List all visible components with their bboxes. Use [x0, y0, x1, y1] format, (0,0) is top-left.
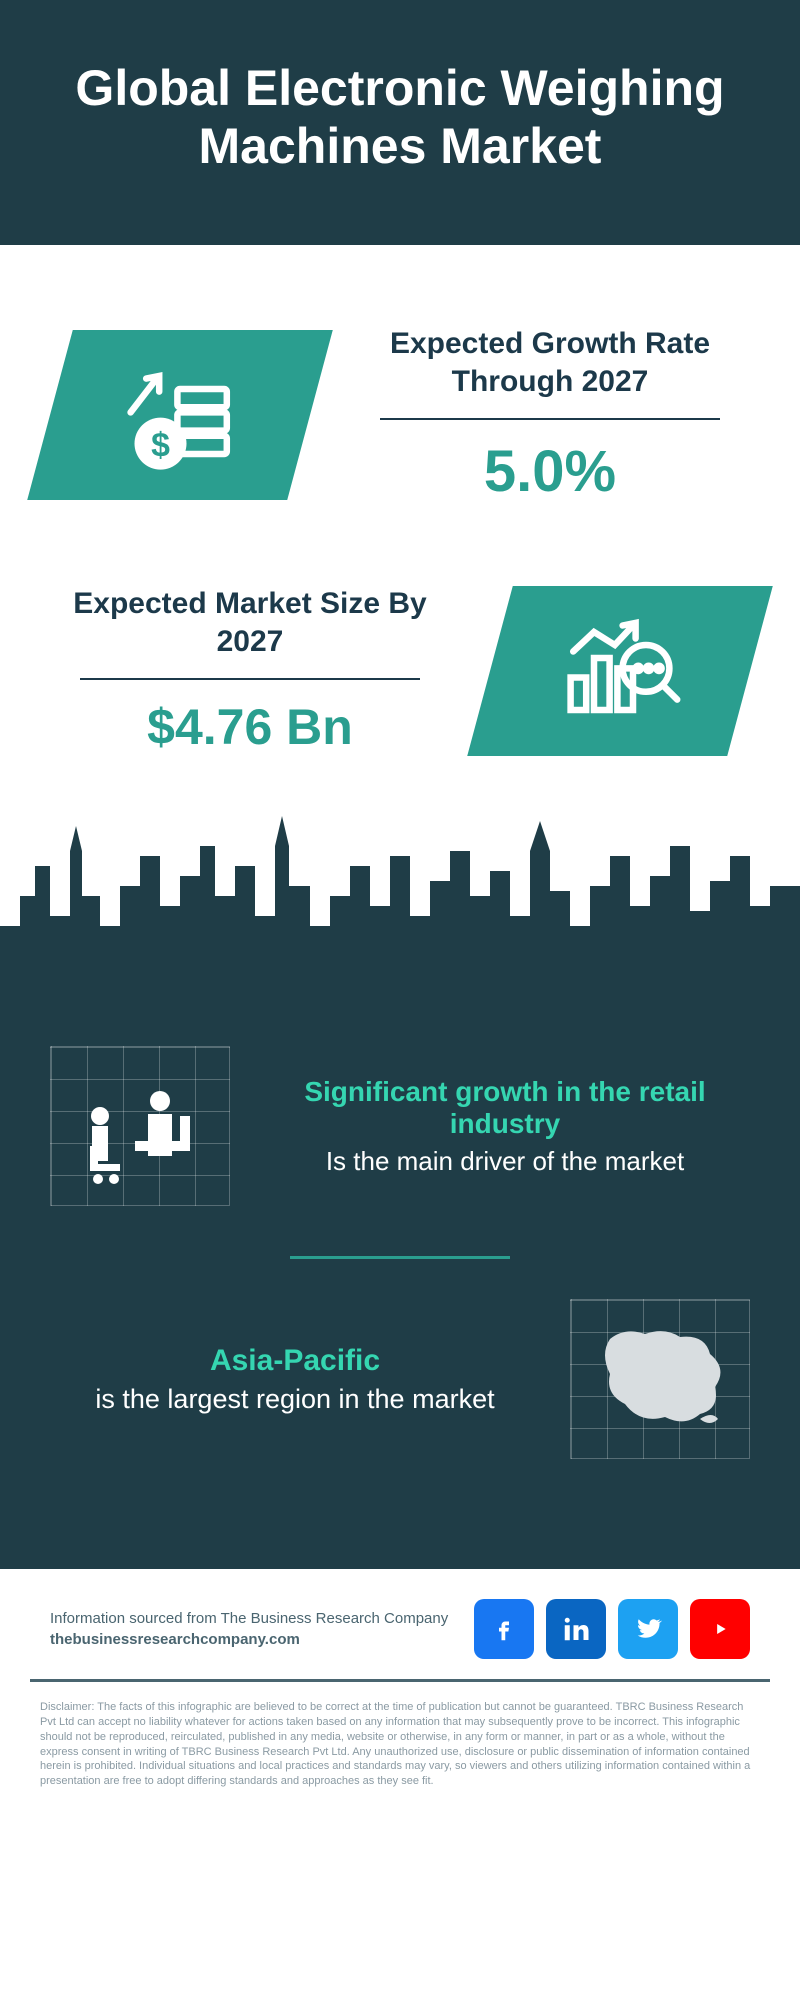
market-label: Expected Market Size By 2027	[50, 585, 450, 660]
divider	[380, 418, 720, 420]
market-text: Expected Market Size By 2027 $4.76 Bn	[50, 585, 450, 756]
header: Global Electronic Weighing Machines Mark…	[0, 0, 800, 245]
growth-icon-panel: $	[27, 330, 333, 500]
spacer	[0, 245, 800, 285]
money-growth-icon: $	[115, 350, 245, 480]
twitter-icon[interactable]	[618, 1599, 678, 1659]
skyline-graphic	[0, 796, 800, 986]
driver-row: Significant growth in the retail industr…	[50, 1046, 750, 1206]
growth-value: 5.0%	[350, 438, 750, 505]
region-highlight: Asia-Pacific	[55, 1344, 535, 1378]
disclaimer-text: Disclaimer: The facts of this infographi…	[40, 1700, 760, 1789]
market-value: $4.76 Bn	[50, 698, 450, 756]
retail-icon	[50, 1046, 230, 1206]
dark-section: Significant growth in the retail industr…	[0, 986, 800, 1569]
page-title: Global Electronic Weighing Machines Mark…	[40, 60, 760, 175]
facebook-icon[interactable]	[474, 1599, 534, 1659]
growth-text: Expected Growth Rate Through 2027 5.0%	[350, 325, 750, 505]
market-icon-panel	[467, 586, 773, 756]
svg-text:$: $	[151, 427, 170, 465]
youtube-icon[interactable]	[690, 1599, 750, 1659]
driver-text: Significant growth in the retail industr…	[265, 1076, 745, 1177]
stat-market-size: Expected Market Size By 2027 $4.76 Bn	[0, 545, 800, 796]
section-divider	[290, 1256, 510, 1259]
region-text: Asia-Pacific is the largest region in th…	[55, 1344, 535, 1415]
social-icons	[474, 1599, 750, 1659]
driver-sub: Is the main driver of the market	[265, 1146, 745, 1177]
footer: Information sourced from The Business Re…	[0, 1569, 800, 1679]
driver-highlight: Significant growth in the retail industr…	[265, 1076, 745, 1140]
source-text: Information sourced from The Business Re…	[50, 1608, 448, 1650]
region-row: Asia-Pacific is the largest region in th…	[50, 1299, 750, 1459]
linkedin-icon[interactable]	[546, 1599, 606, 1659]
stat-growth-rate: $ Expected Growth Rate Through 2027 5.0%	[0, 285, 800, 545]
growth-label: Expected Growth Rate Through 2027	[350, 325, 750, 400]
source-line: Information sourced from The Business Re…	[50, 1608, 448, 1629]
divider	[80, 678, 420, 680]
asia-map-icon	[570, 1299, 750, 1459]
disclaimer-section: Disclaimer: The facts of this infographi…	[30, 1679, 770, 1829]
chart-magnify-icon	[555, 606, 685, 736]
region-sub: is the largest region in the market	[55, 1384, 535, 1415]
source-site: thebusinessresearchcompany.com	[50, 1629, 448, 1650]
